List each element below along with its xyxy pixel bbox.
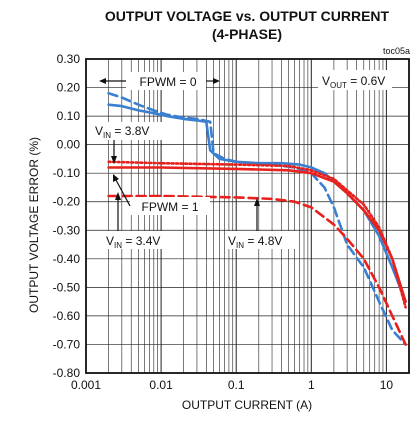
series-line-5 (107, 194, 407, 346)
chart-subtitle: (4-PHASE) (212, 26, 282, 42)
vin34-label: VIN = 3.4V (106, 234, 160, 250)
vout-rest: = 0.6V (347, 74, 385, 88)
vin34-main: V (106, 234, 114, 248)
vin38-main: V (95, 124, 103, 138)
y-tick-label: -0.10 (53, 166, 81, 180)
series-group (107, 92, 407, 346)
y-tick-label: -0.20 (53, 195, 81, 209)
y-tick-label: -0.30 (53, 223, 81, 237)
vout-sub: OUT (330, 81, 347, 90)
series-line-4 (107, 160, 407, 309)
fpwm0-arrowhead (99, 78, 106, 84)
fpwm1-label: FPWM = 1 (141, 200, 198, 214)
x-tick-label: 0.1 (228, 378, 245, 392)
x-tick-label: 0.001 (71, 378, 101, 392)
fpwm1-arrow (115, 179, 131, 207)
annotations: FPWM = 0 VOUT = 0.6V VIN = 3.8V FPWM = 1… (93, 70, 392, 250)
fpwm0-arrowhead-right (213, 78, 220, 84)
vout-main: V (322, 74, 330, 88)
x-tick-label: 1 (308, 378, 315, 392)
grid (85, 58, 410, 374)
vin48-box (226, 231, 298, 249)
y-tick-label: -0.80 (53, 366, 81, 380)
vin38-label: VIN = 3.8V (95, 124, 149, 140)
plot-frame (85, 58, 410, 374)
x-axis-label: OUTPUT CURRENT (A) (182, 398, 312, 412)
x-tick-labels: 0.001 0.01 0.1 1 10 (71, 378, 393, 392)
vin48-main: V (228, 234, 236, 248)
vin48-arrowhead (254, 198, 260, 206)
fpwm1-arrowhead (113, 174, 119, 182)
y-tick-label: 0.10 (57, 109, 81, 123)
series-line-2 (107, 92, 407, 346)
figure-code: toc05a (383, 46, 410, 56)
vin38-sub: IN (103, 131, 111, 140)
vin48-sub: IN (236, 241, 244, 250)
y-axis-label: OUTPUT VOLTAGE ERROR (%) (27, 137, 41, 313)
vin34-arrowhead (115, 192, 121, 200)
vin48-label: VIN = 4.8V (228, 234, 282, 250)
vout-box (318, 70, 392, 90)
y-tick-label: -0.50 (53, 280, 81, 294)
y-tick-label: -0.40 (53, 252, 81, 266)
x-tick-label: 0.01 (149, 378, 173, 392)
vin34-rest: = 3.4V (122, 234, 160, 248)
fpwm1-box (130, 197, 210, 215)
vin38-rest: = 3.8V (111, 124, 149, 138)
x-tick-label: 10 (380, 378, 394, 392)
fpwm0-box (126, 72, 206, 90)
vin38-arrowhead (111, 156, 117, 164)
y-tick-label: -0.70 (53, 337, 81, 351)
y-tick-label: 0.30 (57, 52, 81, 66)
vin34-sub: IN (114, 241, 122, 250)
vin48-rest: = 4.8V (244, 234, 282, 248)
vout-label: VOUT = 0.6V (322, 74, 385, 90)
y-tick-labels: 0.30 0.20 0.10 0.00 -0.10 -0.20 -0.30 -0.40 -0.5… (53, 52, 81, 380)
fpwm0-label: FPWM = 0 (139, 75, 196, 89)
y-tick-label: -0.60 (53, 309, 81, 323)
y-tick-label: 0.20 (57, 81, 81, 95)
chart-title: OUTPUT VOLTAGE vs. OUTPUT CURRENT (105, 8, 390, 24)
vin38-box (93, 122, 165, 140)
vin34-box (104, 231, 176, 249)
y-tick-label: 0.00 (57, 138, 81, 152)
